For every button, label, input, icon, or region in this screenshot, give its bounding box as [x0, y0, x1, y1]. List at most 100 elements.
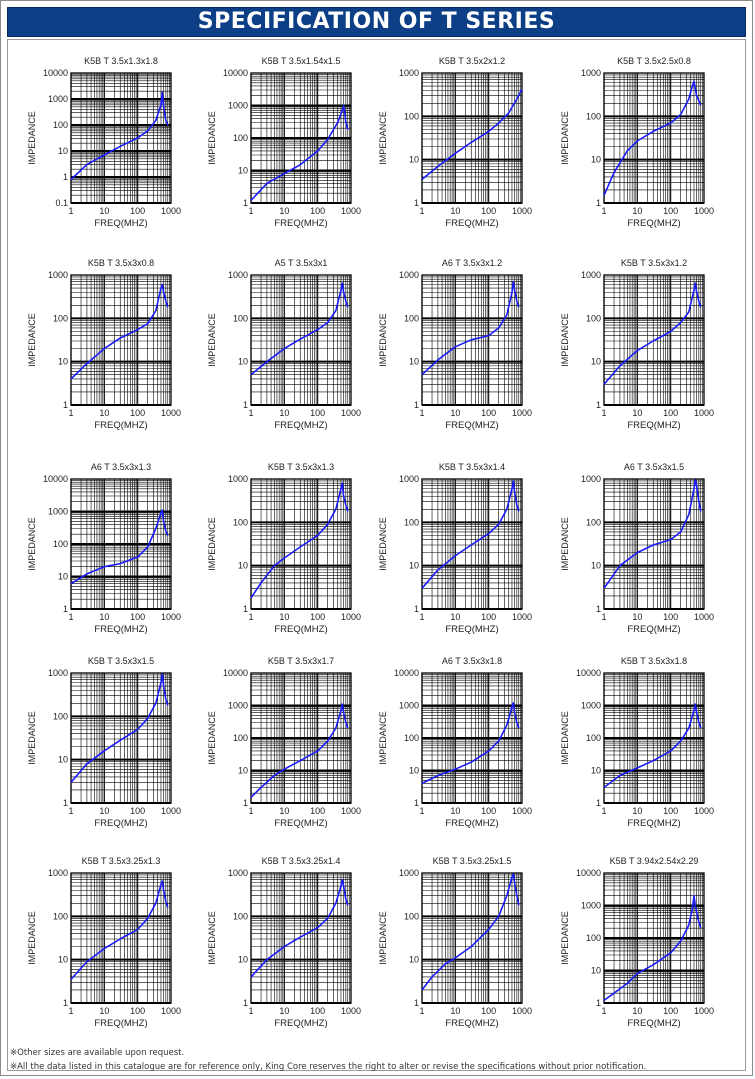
y-tick-label: 1	[63, 172, 68, 182]
x-tick-label: 1000	[341, 1006, 361, 1016]
chart-title: A5 T 3.5x3x1	[275, 258, 328, 268]
y-tick-label: 100	[586, 313, 601, 323]
y-tick-label: 1000	[581, 901, 601, 911]
y-tick-label: 10	[58, 572, 68, 582]
chart-13: K5B T 3.5x3x1.5 1 10 100 1000 1 10 100 1000 FREQ(…	[27, 656, 181, 829]
chart-title: K5B T 3.5x3x1.5	[88, 656, 154, 666]
x-tick-label: 10	[279, 612, 289, 622]
y-tick-label: 1000	[581, 68, 601, 78]
plot-frame	[250, 672, 352, 804]
y-tick-label: 10	[238, 561, 248, 571]
y-tick-label: 10	[591, 766, 601, 776]
x-axis-label: FREQ(MHZ)	[94, 1018, 147, 1029]
y-tick-label: 1000	[48, 270, 68, 280]
y-tick-label: 100	[586, 517, 601, 527]
x-tick-label: 10	[99, 206, 109, 216]
impedance-curve	[603, 282, 702, 385]
y-tick-label: 1	[596, 998, 601, 1008]
x-tick-label: 1	[68, 806, 73, 816]
y-tick-label: 10000	[576, 668, 601, 678]
y-tick-label: 100	[233, 911, 248, 921]
plot-frame	[70, 478, 172, 610]
x-axis-label: FREQ(MHZ)	[445, 1018, 498, 1029]
grid	[250, 73, 351, 204]
impedance-curve	[603, 703, 702, 789]
chart-title: K5B T 3.5x2x1.2	[439, 56, 505, 66]
chart-5: K5B T 3.5x3x0.8 1 10 100 1000 1 10 100 1000 FREQ(…	[27, 258, 181, 431]
x-tick-label: 100	[663, 806, 678, 816]
x-axis-label: FREQ(MHZ)	[274, 624, 327, 635]
chart-14: K5B T 3.5x3x1.7 1 10 100 1000 1 10 100 1000 10000…	[207, 656, 361, 829]
y-tick-label: 1	[596, 798, 601, 808]
chart-title: A6 T 3.5x3x1.8	[442, 656, 502, 666]
grid	[421, 673, 522, 804]
impedance-curve	[421, 280, 520, 376]
chart-19: K5B T 3.5x3.25x1.5 1 10 100 1000 1 10 100 1000 FR…	[378, 856, 532, 1029]
y-axis-label: IMPEDANCE	[378, 911, 388, 965]
y-tick-label: 10000	[576, 868, 601, 878]
y-axis-label: IMPEDANCE	[378, 111, 388, 165]
impedance-curve	[421, 88, 523, 181]
x-axis-label: FREQ(MHZ)	[627, 1018, 680, 1029]
x-tick-label: 10	[632, 806, 642, 816]
plot-frame	[70, 72, 172, 204]
x-tick-label: 1	[248, 408, 253, 418]
x-tick-label: 1	[419, 206, 424, 216]
plot-frame	[70, 872, 172, 1004]
y-tick-label: 1	[63, 400, 68, 410]
x-tick-label: 10	[99, 1006, 109, 1016]
y-tick-label: 1000	[399, 68, 419, 78]
x-axis-label: FREQ(MHZ)	[274, 1018, 327, 1029]
x-tick-label: 1000	[161, 408, 181, 418]
grid	[421, 479, 522, 610]
y-tick-label: 100	[404, 111, 419, 121]
y-tick-label: 1000	[581, 270, 601, 280]
y-tick-label: 10000	[43, 68, 68, 78]
y-tick-label: 1	[63, 798, 68, 808]
grid	[70, 73, 171, 204]
chart-15: A6 T 3.5x3x1.8 1 10 100 1000 1 10 100 1000 10000 F…	[378, 656, 532, 829]
y-tick-label: 10	[591, 561, 601, 571]
x-tick-label: 100	[663, 408, 678, 418]
chart-title: K5B T 3.5x3.25x1.4	[262, 856, 341, 866]
y-tick-label: 1000	[399, 701, 419, 711]
impedance-curve	[421, 480, 520, 589]
y-tick-label: 1000	[399, 474, 419, 484]
x-tick-label: 1	[419, 806, 424, 816]
y-tick-label: 100	[586, 933, 601, 943]
impedance-curve	[603, 894, 702, 1002]
x-tick-label: 100	[663, 1006, 678, 1016]
impedance-curve	[250, 282, 349, 376]
plot-frame	[250, 872, 352, 1004]
x-tick-label: 100	[310, 206, 325, 216]
y-tick-label: 100	[586, 733, 601, 743]
y-tick-label: 10	[58, 955, 68, 965]
x-tick-label: 1	[68, 1006, 73, 1016]
chart-2: K5B T 3.5x1.54x1.5 1 10 100 1000 1 10 100 1000 10…	[207, 56, 361, 229]
x-tick-label: 10	[279, 206, 289, 216]
plot-frame	[250, 478, 352, 610]
y-tick-label: 1000	[228, 474, 248, 484]
x-tick-label: 1	[601, 612, 606, 622]
x-tick-label: 1	[419, 408, 424, 418]
x-tick-label: 100	[481, 1006, 496, 1016]
x-tick-label: 1000	[694, 612, 714, 622]
x-tick-label: 10	[99, 408, 109, 418]
y-tick-label: 100	[404, 517, 419, 527]
y-tick-label: 100	[404, 313, 419, 323]
x-tick-label: 10	[632, 1006, 642, 1016]
chart-9: A6 T 3.5x3x1.3 1 10 100 1000 1 10 100 1000 10000 F…	[27, 462, 181, 635]
x-tick-label: 10	[450, 1006, 460, 1016]
y-tick-label: 10	[591, 966, 601, 976]
y-tick-label: 100	[53, 120, 68, 130]
x-tick-label: 10	[450, 206, 460, 216]
chart-10: K5B T 3.5x3x1.3 1 10 100 1000 1 10 100 1000 FREQ(…	[207, 462, 361, 635]
impedance-curve	[70, 673, 169, 783]
chart-title: K5B T 3.5x3x1.2	[621, 258, 687, 268]
y-axis-label: IMPEDANCE	[207, 111, 217, 165]
x-tick-label: 1000	[512, 1006, 532, 1016]
plot-frame	[421, 872, 523, 1004]
y-tick-label: 1000	[399, 270, 419, 280]
x-tick-label: 10	[450, 806, 460, 816]
